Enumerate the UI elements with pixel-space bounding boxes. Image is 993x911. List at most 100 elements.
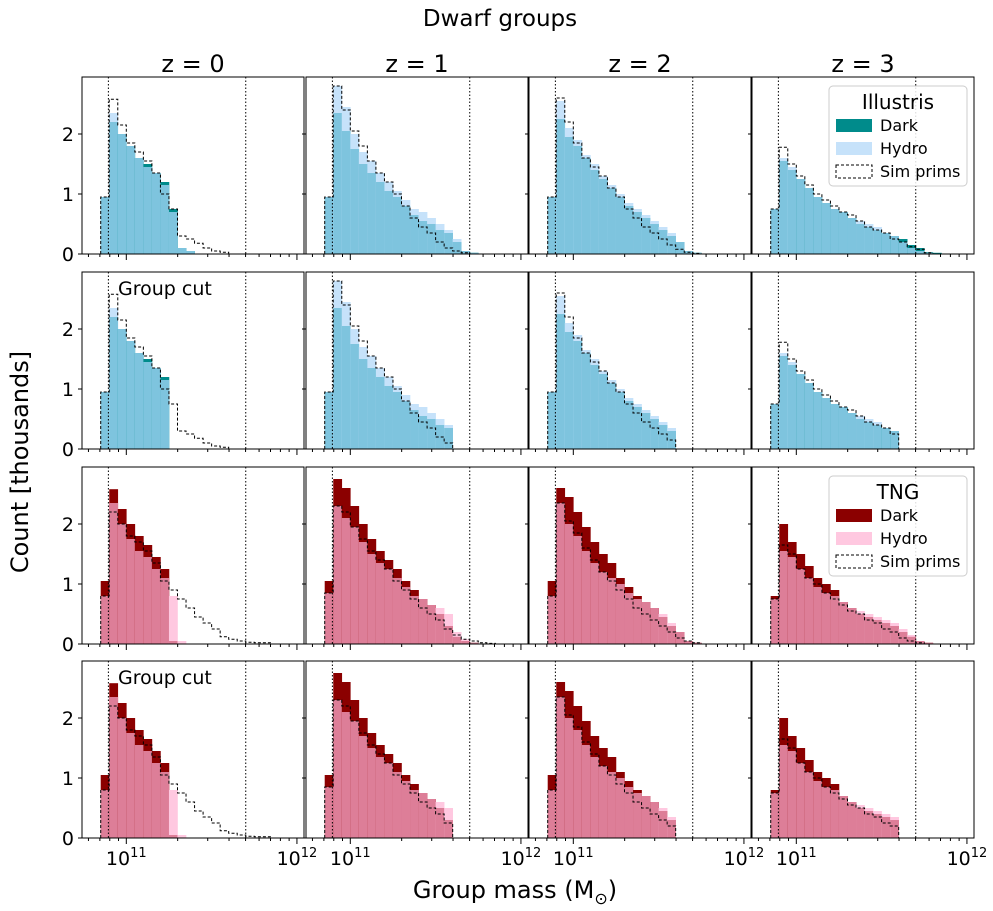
bar-overlap [100,197,110,254]
bar-overlap [410,790,419,838]
bar-overlap [461,641,471,644]
bar-overlap [924,252,934,254]
bar-overlap [435,230,445,254]
bar-overlap [667,820,676,838]
bar-overlap [134,353,144,449]
panel-r0-c0: 0 1 2 z = 0 [62,50,305,266]
bar-overlap [109,503,119,644]
bar-overlap [324,593,334,644]
bar-overlap [830,404,840,449]
bar-overlap [890,820,899,838]
bar-overlap [924,642,934,644]
bar-overlap [779,551,789,644]
bar-overlap [160,772,170,838]
bar-overlap [641,796,651,838]
bar-overlap [341,131,351,254]
bar-overlap [856,808,865,838]
sim-prims-step [770,738,967,839]
legend-title: TNG [876,480,920,504]
bar-overlap [350,721,360,838]
legend-entry: Dark [880,506,919,525]
sun-symbol: ⊙ [594,889,607,908]
bar-overlap [821,203,831,254]
bar-overlap [573,730,583,838]
bar-overlap [186,251,195,254]
bar-overlap [590,170,600,254]
bar-overlap [392,197,402,254]
bar-overlap [117,134,127,254]
y-tick-label: 0 [62,244,74,266]
bar-overlap [564,137,574,254]
bar-overlap [881,428,891,449]
bar-overlap [873,425,882,449]
bar-overlap [590,757,600,838]
panel-r2-c2 [525,466,752,650]
bar-overlap [392,578,402,644]
bar-overlap [427,224,436,254]
bar-overlap [821,787,831,838]
bar-overlap [350,527,360,644]
x-tick-label: 1011 [330,846,371,870]
panel-frame [305,271,529,450]
bar-overlap [581,353,591,449]
bar-overlap [547,392,557,449]
bar-overlap [452,242,462,254]
bar-overlap [410,410,419,449]
bar-overlap [324,197,334,254]
panel-frame [81,660,305,839]
bar-overlap [641,218,651,254]
bar-overlap [168,835,178,838]
panel-frame [305,466,529,645]
bar-overlap [401,206,411,254]
bar-overlap [890,431,899,449]
panel-r1-c0: 0 1 2 Group cut [62,271,305,461]
bar-overlap [435,425,445,449]
bar-overlap [650,419,659,449]
panel-frame [305,660,529,839]
bar-overlap [160,185,170,254]
bar-overlap [564,718,574,838]
bar-overlap [607,772,617,838]
bar-overlap [658,617,668,644]
y-tick-label: 1 [62,184,74,206]
bar-overlap [418,221,428,254]
bar-overlap [624,593,634,644]
x-tick-label: 1012 [501,846,542,870]
column-title: z = 1 [385,50,448,78]
panel-r1-c2 [525,271,752,455]
bar-overlap [367,554,377,644]
y-tick-label: 2 [62,319,74,341]
bar-overlap [633,793,642,838]
bar-overlap [864,811,874,838]
bar-overlap [881,623,891,644]
legend-title: Illustris [862,90,934,114]
bar-overlap [143,362,153,449]
bar-overlap [392,392,402,449]
panel-frame [751,271,975,450]
bar-overlap [358,164,368,254]
legend-swatch [835,164,873,179]
bar-overlap [624,787,634,838]
bar-overlap [779,745,789,838]
sim-prims-step [770,341,967,450]
bar-overlap [177,248,187,254]
bar-overlap [607,188,617,254]
bar-overlap [410,596,419,644]
bar-overlap [804,578,814,644]
bar-overlap [907,636,917,644]
bar-overlap [168,212,178,254]
legend-swatch [836,119,872,132]
bar-overlap [126,146,136,254]
y-tick-label: 0 [62,828,74,850]
bar-overlap [590,365,600,449]
y-tick-label: 1 [62,574,74,596]
bar-overlap [168,641,178,644]
bar-overlap [881,233,891,254]
bar-overlap [427,419,436,449]
bar-overlap [684,641,694,644]
bar-overlap [341,326,351,449]
y-tick-label: 1 [62,768,74,790]
bar-overlap [401,781,411,838]
bar-overlap [675,632,685,644]
bar-overlap [134,745,144,838]
